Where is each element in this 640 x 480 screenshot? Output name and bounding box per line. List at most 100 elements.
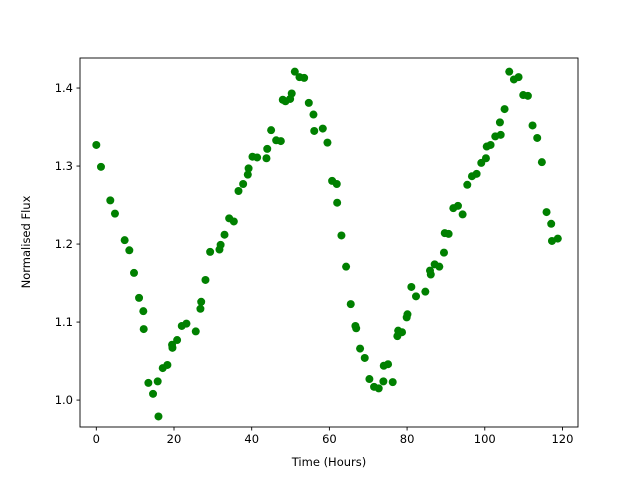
- y-tick-label: 1.1: [55, 315, 73, 329]
- data-point: [243, 170, 252, 179]
- x-tick-label: 0: [93, 432, 100, 446]
- data-point: [495, 118, 504, 127]
- data-point: [149, 389, 158, 398]
- data-point: [309, 110, 318, 119]
- y-tick-label: 1.2: [55, 237, 73, 251]
- data-point: [398, 328, 407, 337]
- data-point: [234, 187, 243, 196]
- data-point: [542, 208, 551, 217]
- data-point: [197, 297, 206, 306]
- data-point: [528, 121, 537, 130]
- data-point: [318, 124, 327, 133]
- data-point: [153, 377, 162, 386]
- x-axis-label: Time (Hours): [291, 455, 366, 469]
- data-point: [191, 327, 200, 336]
- data-point: [463, 180, 472, 189]
- data-point: [337, 231, 346, 240]
- data-point: [352, 324, 361, 333]
- data-point: [253, 153, 262, 162]
- data-point: [481, 154, 490, 163]
- y-axis-label: Normalised Flux: [19, 195, 33, 288]
- x-tick-label: 60: [322, 432, 337, 446]
- x-tick-label: 20: [167, 432, 182, 446]
- data-points-layer: [92, 67, 562, 421]
- data-point: [300, 73, 309, 82]
- data-point: [323, 138, 332, 147]
- data-point: [244, 164, 253, 173]
- data-point: [267, 126, 276, 135]
- y-tick-label: 1.3: [55, 159, 73, 173]
- data-point: [342, 262, 351, 271]
- data-point: [407, 282, 416, 291]
- data-point: [139, 307, 148, 316]
- data-point: [426, 270, 435, 279]
- data-point: [92, 140, 101, 149]
- data-point: [276, 137, 285, 146]
- data-point: [547, 219, 556, 228]
- data-point: [333, 198, 342, 207]
- data-point: [125, 246, 134, 255]
- data-point: [263, 144, 272, 153]
- x-tick-label: 120: [551, 432, 573, 446]
- data-point: [537, 158, 546, 167]
- data-point: [514, 73, 523, 82]
- y-tick-label: 1.0: [55, 393, 73, 407]
- data-point: [505, 67, 514, 76]
- data-point: [201, 275, 210, 284]
- data-point: [379, 377, 388, 386]
- data-point: [444, 229, 453, 238]
- data-point: [332, 179, 341, 188]
- x-tick-label: 100: [474, 432, 496, 446]
- data-point: [472, 169, 481, 178]
- data-point: [500, 105, 509, 114]
- data-point: [421, 287, 430, 296]
- x-axis-ticks: 0 20 40 60 80 100 120: [93, 427, 573, 446]
- data-point: [553, 234, 562, 243]
- data-point: [110, 209, 119, 218]
- data-point: [239, 179, 248, 188]
- data-point: [168, 343, 177, 352]
- data-point: [453, 201, 462, 210]
- data-point: [496, 130, 505, 139]
- data-point: [106, 196, 115, 205]
- data-point: [356, 344, 365, 353]
- data-point: [144, 378, 153, 387]
- data-point: [154, 412, 163, 421]
- data-point: [120, 236, 129, 245]
- data-point: [365, 375, 374, 384]
- data-point: [304, 98, 313, 107]
- data-point: [412, 292, 421, 301]
- data-point: [360, 353, 369, 362]
- y-tick-label: 1.4: [55, 81, 73, 95]
- data-point: [229, 217, 238, 226]
- data-point: [310, 126, 319, 135]
- data-point: [135, 293, 144, 302]
- data-point: [346, 300, 355, 309]
- x-tick-label: 40: [244, 432, 259, 446]
- data-point: [139, 325, 148, 334]
- data-point: [384, 360, 393, 369]
- data-point: [374, 384, 383, 393]
- data-point: [262, 154, 271, 163]
- data-point: [523, 91, 532, 100]
- x-tick-label: 80: [400, 432, 415, 446]
- data-point: [196, 304, 205, 313]
- data-point: [182, 319, 191, 328]
- data-point: [287, 89, 296, 98]
- data-point: [290, 67, 299, 76]
- data-point: [163, 360, 172, 369]
- data-point: [216, 240, 225, 249]
- data-point: [206, 247, 215, 256]
- data-point: [458, 210, 467, 219]
- data-point: [403, 310, 412, 319]
- data-point: [130, 268, 138, 277]
- data-point: [486, 140, 495, 149]
- data-point: [435, 262, 444, 271]
- data-point: [220, 230, 229, 239]
- data-point: [96, 162, 105, 171]
- data-point: [173, 336, 182, 345]
- data-point: [533, 133, 542, 142]
- data-point: [388, 378, 397, 387]
